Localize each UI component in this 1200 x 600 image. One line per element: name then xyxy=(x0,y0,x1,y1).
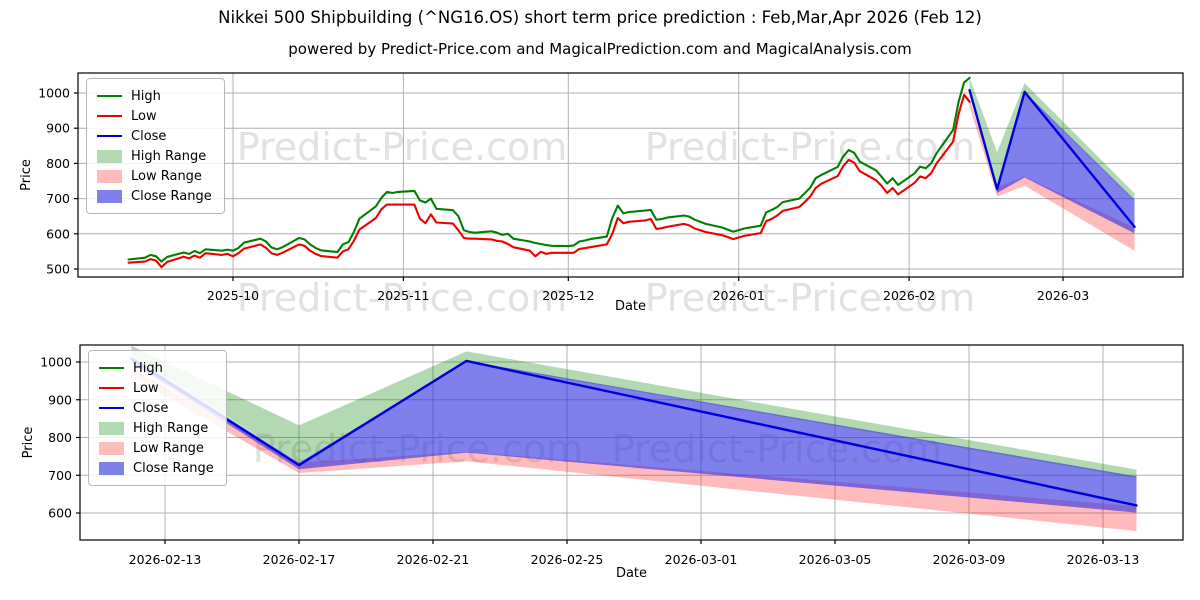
y-tick-label: 700 xyxy=(46,191,70,206)
x-tick-label: 2025-10 xyxy=(207,288,259,303)
y-tick-label: 800 xyxy=(46,156,70,171)
legend-label: Low xyxy=(133,380,159,396)
plot-area xyxy=(78,73,1183,277)
y-tick-label: 600 xyxy=(48,506,72,521)
legend-top-chart: High Low Close High Range Low Range Close Ran… xyxy=(86,78,225,214)
watermark-text: Predict-Price.com xyxy=(645,125,976,169)
x-tick-label: 2026-01 xyxy=(713,288,765,303)
legend-label: Low xyxy=(131,108,157,124)
legend-label: Close xyxy=(133,400,169,416)
x-axis-label: Date xyxy=(616,566,647,581)
legend-line-swatch xyxy=(97,114,122,118)
low-range-band xyxy=(969,98,1135,251)
legend-patch-swatch xyxy=(97,169,122,183)
x-tick-label: 2025-11 xyxy=(377,288,429,303)
legend-line-swatch xyxy=(97,134,122,138)
high-line xyxy=(127,76,971,263)
page-title: Nikkei 500 Shipbuilding (^NG16.OS) short… xyxy=(218,8,982,27)
x-tick-label: 2026-03 xyxy=(1037,288,1089,303)
legend-label: Low Range xyxy=(133,440,204,456)
legend-label: High xyxy=(133,360,163,376)
axes-spines xyxy=(79,344,1184,541)
y-tick-label: 1000 xyxy=(38,86,70,101)
axes-spines xyxy=(77,72,1184,278)
y-axis-label: Price xyxy=(19,159,34,191)
legend-item-close: Close xyxy=(99,398,214,418)
high-range-band xyxy=(131,345,1137,479)
low-range-band xyxy=(131,367,1137,532)
legend-line-swatch xyxy=(99,406,124,410)
legend-label: High Range xyxy=(133,420,209,436)
close-line xyxy=(968,88,1136,229)
y-tick-label: 900 xyxy=(46,121,70,136)
x-tick-label: 2026-02-21 xyxy=(397,552,470,567)
y-tick-label: 700 xyxy=(48,468,72,483)
legend-item-close-range: Close Range xyxy=(97,186,212,206)
x-tick-label: 2026-03-09 xyxy=(933,552,1006,567)
x-tick-label: 2026-02-25 xyxy=(531,552,604,567)
legend-line-swatch xyxy=(97,94,122,98)
close-range-band xyxy=(131,356,1137,513)
watermark-text: Predict-Price.com xyxy=(237,276,568,320)
close-range-band xyxy=(969,87,1135,234)
y-tick-label: 900 xyxy=(48,392,72,407)
legend-line-swatch xyxy=(99,366,124,370)
legend-patch-swatch xyxy=(99,441,124,455)
legend-item-close-range: Close Range xyxy=(99,458,214,478)
legend-line-swatch xyxy=(99,386,124,390)
y-tick-label: 1000 xyxy=(40,355,72,370)
legend-item-low-range: Low Range xyxy=(99,438,214,458)
legend-label: Close Range xyxy=(133,460,214,476)
y-tick-label: 800 xyxy=(48,430,72,445)
legend-item-high: High xyxy=(97,86,212,106)
legend-label: Close Range xyxy=(131,188,212,204)
high-range-band xyxy=(969,77,1135,202)
legend-item-close: Close xyxy=(97,126,212,146)
legend-patch-swatch xyxy=(97,189,122,203)
y-tick-label: 600 xyxy=(46,226,70,241)
legend-item-high-range: High Range xyxy=(97,146,212,166)
y-tick-label: 500 xyxy=(46,262,70,277)
figure-subtitle: powered by Predict-Price.com and Magical… xyxy=(288,40,912,58)
x-tick-label: 2026-02-17 xyxy=(263,552,336,567)
watermark-text: Predict-Price.com xyxy=(237,125,568,169)
legend-item-high: High xyxy=(99,358,214,378)
x-tick-label: 2025-12 xyxy=(542,288,594,303)
legend-patch-swatch xyxy=(99,461,124,475)
x-tick-label: 2026-03-13 xyxy=(1067,552,1140,567)
watermark-text: Predict-Price.com xyxy=(645,276,976,320)
legend-patch-swatch xyxy=(97,149,122,163)
x-tick-label: 2026-03-01 xyxy=(665,552,738,567)
legend-item-low-range: Low Range xyxy=(97,166,212,186)
x-tick-label: 2026-02 xyxy=(883,288,935,303)
legend-patch-swatch xyxy=(99,421,124,435)
low-line xyxy=(127,93,971,269)
x-tick-label: 2026-02-13 xyxy=(129,552,202,567)
x-tick-label: 2026-03-05 xyxy=(799,552,872,567)
legend-label: High xyxy=(131,88,161,104)
legend-label: Close xyxy=(131,128,167,144)
legend-item-low: Low xyxy=(99,378,214,398)
y-axis-label: Price xyxy=(21,427,36,459)
x-axis-label: Date xyxy=(615,299,646,314)
legend-label: Low Range xyxy=(131,168,202,184)
legend-item-low: Low xyxy=(97,106,212,126)
legend-bottom-chart: High Low Close High Range Low Range Close Ran… xyxy=(88,350,227,486)
legend-label: High Range xyxy=(131,148,207,164)
legend-item-high-range: High Range xyxy=(99,418,214,438)
